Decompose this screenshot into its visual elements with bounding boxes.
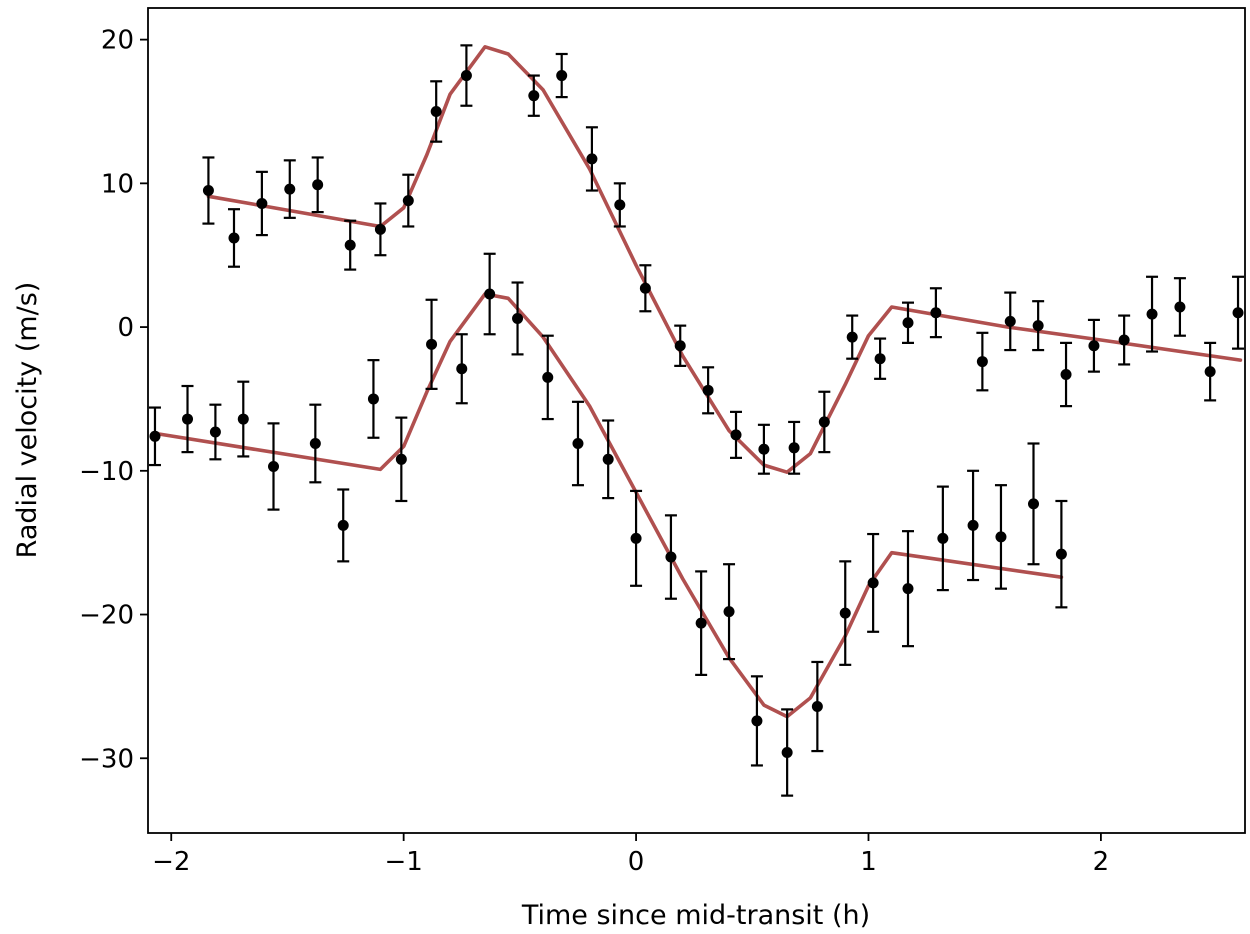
series-layer bbox=[148, 44, 1245, 797]
data-point bbox=[788, 442, 800, 454]
data-point bbox=[402, 195, 414, 207]
data-point bbox=[237, 413, 249, 425]
data-point bbox=[367, 393, 379, 405]
y-tick-label: 0 bbox=[117, 313, 134, 343]
data-point bbox=[874, 353, 886, 365]
data-point bbox=[344, 239, 356, 251]
data-point bbox=[751, 715, 763, 727]
data-point bbox=[1060, 369, 1072, 381]
data-point bbox=[967, 519, 979, 531]
data-point bbox=[430, 105, 442, 117]
data-point bbox=[602, 453, 614, 465]
data-point bbox=[426, 338, 438, 350]
x-tick-label: −1 bbox=[384, 847, 422, 877]
data-point bbox=[1146, 308, 1158, 320]
data-point bbox=[374, 223, 386, 235]
data-point bbox=[1088, 340, 1100, 352]
data-point bbox=[1055, 548, 1067, 560]
y-tick-label: −10 bbox=[79, 457, 134, 487]
data-point bbox=[867, 577, 879, 589]
data-point bbox=[937, 532, 949, 544]
data-point bbox=[695, 617, 707, 629]
data-point bbox=[930, 307, 942, 319]
data-point bbox=[1118, 334, 1130, 346]
data-point bbox=[337, 519, 349, 531]
data-point bbox=[182, 413, 194, 425]
data-point bbox=[456, 363, 468, 375]
data-point bbox=[976, 356, 988, 368]
data-point bbox=[542, 371, 554, 383]
model-curve bbox=[153, 292, 1064, 719]
data-point bbox=[995, 531, 1007, 543]
x-axis-ticks: −2 −1 0 1 2 bbox=[152, 833, 1109, 877]
data-point bbox=[730, 429, 742, 441]
data-point bbox=[209, 426, 221, 438]
data-point bbox=[572, 437, 584, 449]
data-point bbox=[528, 90, 540, 102]
data-point bbox=[818, 416, 830, 428]
data-point bbox=[556, 70, 568, 82]
data-point bbox=[484, 288, 496, 300]
y-tick-label: −30 bbox=[79, 744, 134, 774]
x-tick-label: −2 bbox=[152, 847, 190, 877]
data-point bbox=[202, 185, 214, 197]
y-tick-label: 10 bbox=[101, 169, 134, 199]
data-point bbox=[702, 384, 714, 396]
series-2 bbox=[148, 252, 1068, 797]
data-point bbox=[1004, 315, 1016, 327]
series-1 bbox=[202, 44, 1245, 475]
data-point bbox=[312, 179, 324, 191]
data-point bbox=[395, 453, 407, 465]
data-point bbox=[256, 197, 268, 209]
y-tick-label: −20 bbox=[79, 601, 134, 631]
data-point bbox=[1232, 307, 1244, 319]
y-axis-label: Radial velocity (m/s) bbox=[12, 282, 43, 559]
y-tick-label: 20 bbox=[101, 26, 134, 56]
x-tick-label: 1 bbox=[860, 847, 877, 877]
data-point bbox=[512, 312, 524, 324]
data-point bbox=[284, 183, 296, 195]
data-point bbox=[1028, 498, 1040, 510]
data-point bbox=[614, 199, 626, 211]
y-axis-ticks: 20 10 0 −10 −20 −30 bbox=[79, 26, 148, 774]
data-point bbox=[839, 607, 851, 619]
x-axis-label: Time since mid-transit (h) bbox=[521, 900, 870, 931]
x-tick-label: 0 bbox=[628, 847, 645, 877]
data-point bbox=[758, 443, 770, 455]
data-point bbox=[846, 331, 858, 343]
x-tick-label: 2 bbox=[1093, 847, 1110, 877]
data-point bbox=[723, 606, 735, 618]
data-point bbox=[460, 70, 472, 82]
data-point bbox=[902, 317, 914, 329]
plot-frame bbox=[147, 7, 1246, 834]
data-point bbox=[149, 430, 161, 442]
data-point bbox=[1032, 320, 1044, 332]
data-point bbox=[1204, 366, 1216, 378]
data-point bbox=[630, 532, 642, 544]
data-point bbox=[674, 340, 686, 352]
data-point bbox=[781, 747, 793, 759]
data-point bbox=[811, 701, 823, 713]
data-point bbox=[268, 460, 280, 472]
data-point bbox=[228, 232, 240, 244]
data-point bbox=[665, 551, 677, 563]
data-point bbox=[586, 153, 598, 165]
data-point bbox=[1174, 301, 1186, 313]
data-point bbox=[639, 282, 651, 294]
data-point bbox=[902, 583, 914, 595]
data-point bbox=[309, 437, 321, 449]
model-curve bbox=[206, 45, 1243, 474]
